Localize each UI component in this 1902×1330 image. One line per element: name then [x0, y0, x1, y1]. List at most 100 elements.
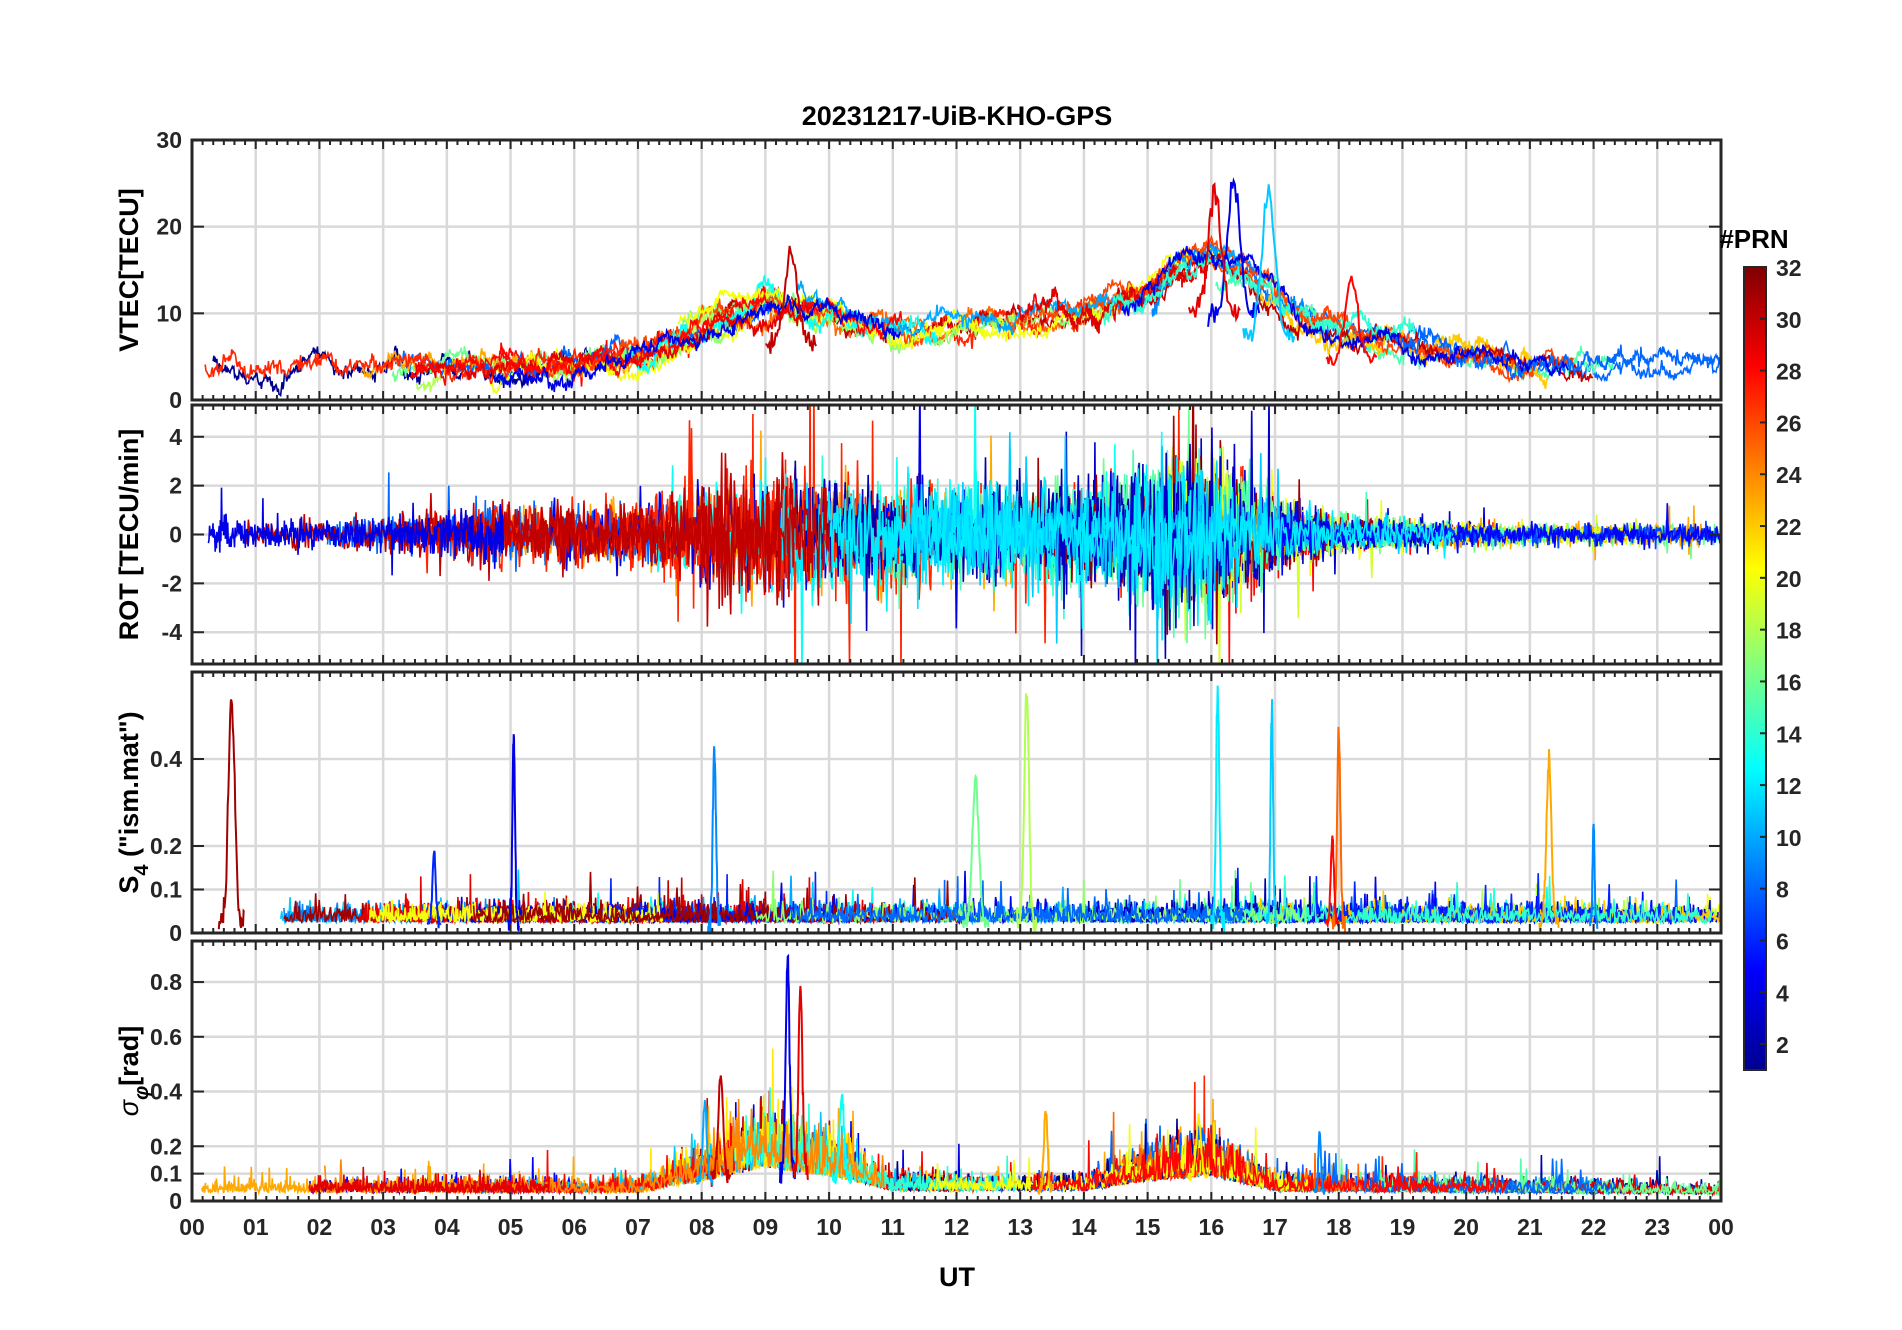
colorbar-tick-label: 10 [1776, 825, 1802, 851]
series-prn-line [472, 877, 962, 926]
y-tick-label: 0.1 [150, 1161, 182, 1187]
series-prn-line [1277, 501, 1721, 576]
x-tick-label: 00 [179, 1214, 205, 1240]
series-prn-line [884, 464, 1452, 625]
x-tick-label: 22 [1581, 1214, 1607, 1240]
colorbar-tick-label: 16 [1776, 669, 1802, 695]
x-tick-label: 01 [243, 1214, 269, 1240]
x-tick-label: 10 [816, 1214, 842, 1240]
y-tick-label: 0 [169, 1188, 182, 1214]
series-peak-line [1242, 184, 1296, 343]
x-tick-label: 17 [1262, 1214, 1288, 1240]
x-tick-label: 08 [689, 1214, 715, 1240]
colorbar-tick-label: 22 [1776, 514, 1802, 540]
colorbar-tick-label: 28 [1776, 359, 1802, 385]
y-tick-label: -4 [162, 619, 183, 645]
series-peak-line [1331, 726, 1347, 933]
y-tick-label: 0.4 [150, 746, 182, 772]
x-tick-label: 07 [625, 1214, 651, 1240]
panel-rot: -4 -2 0 2 4 ROT [TECU/min] [114, 403, 1723, 666]
y-tick-label: 4 [169, 424, 182, 450]
x-tick-label: 06 [561, 1214, 587, 1240]
colorbar-tick-label: 26 [1776, 410, 1802, 436]
series-prn-line [1030, 1125, 1508, 1195]
y-axis-label: ROT [TECU/min] [114, 429, 144, 640]
y-tick-label: 0 [169, 522, 182, 548]
series-group [204, 176, 1721, 398]
panel-sigma_phi: 00.10.2 0.4 0.6 0.8 σφ[rad] [114, 939, 1723, 1214]
series-peak-line [707, 746, 722, 933]
y-tick-label: 0.6 [150, 1024, 182, 1050]
series-peak-line [1313, 1130, 1326, 1195]
x-tick-label: 00 [1708, 1214, 1734, 1240]
series-peak-line [1037, 1110, 1055, 1195]
y-tick-label: 0.4 [150, 1079, 182, 1105]
chart-title: 20231217-UiB-KHO-GPS [802, 101, 1113, 131]
series-peak-line [1538, 748, 1560, 932]
series-group [201, 953, 1721, 1198]
y-tick-label: 2 [169, 473, 182, 499]
x-tick-label: 13 [1007, 1214, 1033, 1240]
colorbar-tick-label: 12 [1776, 773, 1802, 799]
series-peak-line [961, 773, 990, 929]
colorbar-tick-label: 24 [1776, 462, 1802, 488]
y-tick-label: 20 [156, 214, 182, 240]
y-tick-label: 0 [169, 387, 182, 413]
colorbar-tick-label: 2 [1776, 1032, 1789, 1058]
series-prn-line [308, 1166, 551, 1196]
colorbar-tick-label: 18 [1776, 618, 1802, 644]
series-peak-line [217, 699, 245, 930]
y-tick-label: -2 [162, 570, 182, 596]
x-tick-label: 02 [307, 1214, 333, 1240]
colorbar-tick-label: 32 [1776, 255, 1802, 281]
x-tick-label: 09 [753, 1214, 779, 1240]
x-tick-label: 21 [1517, 1214, 1543, 1240]
x-tick-label: 15 [1135, 1214, 1161, 1240]
series-peak-line [765, 245, 818, 354]
y-tick-label: 0.2 [150, 1133, 182, 1159]
x-axis-label: UT [939, 1262, 975, 1292]
series-group [207, 405, 1721, 664]
colorbar-gradient [1743, 266, 1767, 1071]
series-prn-line [1017, 257, 1212, 334]
x-tick-label: 04 [434, 1214, 460, 1240]
colorbar-tick-label: 14 [1776, 721, 1802, 747]
series-prn-line [204, 342, 623, 385]
y-tick-label: 0.8 [150, 969, 182, 995]
series-peak-line [1265, 699, 1278, 927]
colorbar-tick-label: 6 [1776, 928, 1789, 954]
y-axis-label: VTEC[TECU] [114, 188, 144, 352]
series-peak-line [831, 1093, 853, 1185]
x-tick-label: 23 [1644, 1214, 1670, 1240]
y-axis-label: S4 ("ism.mat") [114, 711, 153, 893]
x-tick-label: 19 [1390, 1214, 1416, 1240]
x-ticks [191, 140, 1722, 400]
colorbar-tick-label: 8 [1776, 877, 1789, 903]
x-ticks [191, 672, 1722, 933]
y-tick-label: 10 [156, 300, 182, 326]
series-prn-line [392, 452, 831, 627]
series-peak-line [710, 1075, 732, 1187]
y-axis-label: σφ[rad] [114, 1026, 153, 1116]
colorbar-tick-label: 20 [1776, 566, 1802, 592]
colorbar-label: #PRN [1719, 224, 1788, 254]
y-tick-label: 30 [156, 127, 182, 153]
series-prn-line [1215, 272, 1614, 381]
series-peak-line [696, 1100, 714, 1186]
x-ticks [191, 405, 1722, 664]
series-peak-line [1325, 835, 1340, 929]
series-peak-line [1207, 176, 1261, 327]
colorbar-tick-label: 4 [1776, 980, 1789, 1006]
panel-s4: 0 0.1 0.2 0.4S4 ("ism.mat") [114, 670, 1723, 946]
y-tick-label: 0.2 [150, 833, 182, 859]
x-tick-label: 14 [1071, 1214, 1097, 1240]
series-prn-line [1121, 245, 1569, 377]
series-peak-line [1188, 1113, 1209, 1182]
series-group [217, 685, 1721, 933]
series-prn-line [493, 294, 901, 393]
x-tick-label: 05 [498, 1214, 524, 1240]
y-tick-label: 0.1 [150, 877, 182, 903]
series-peak-line [1188, 182, 1241, 323]
panel-vtec: 0 10 20 30 VTEC[TECU] [114, 127, 1723, 413]
